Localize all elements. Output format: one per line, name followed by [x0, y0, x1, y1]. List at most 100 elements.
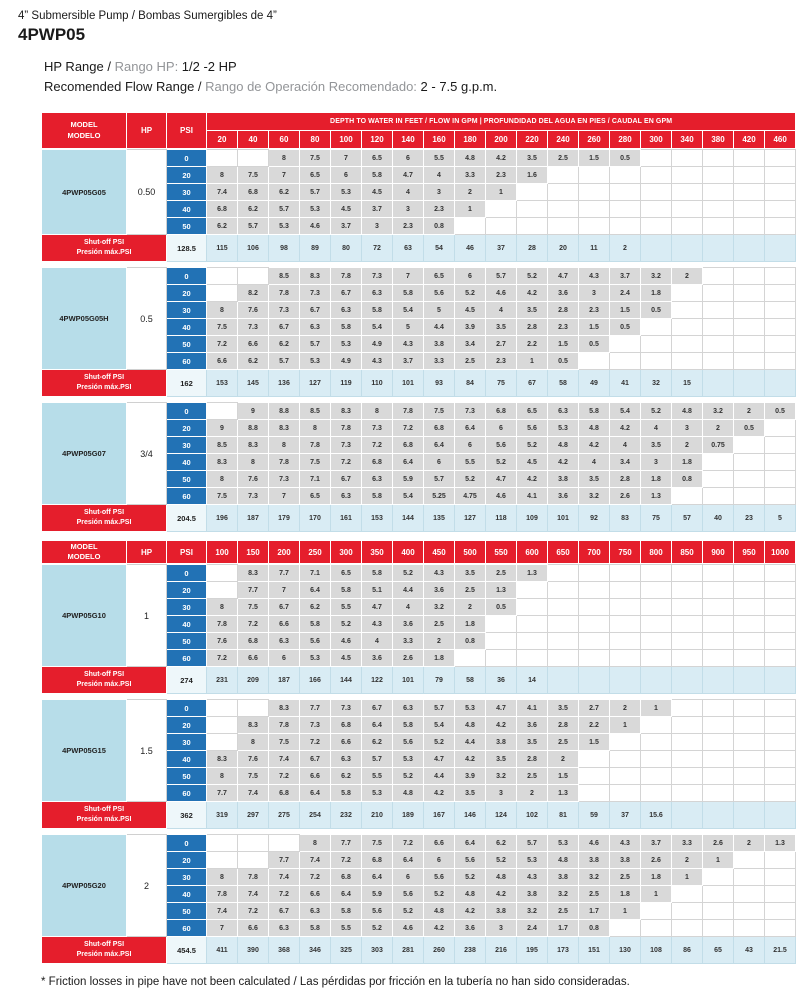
empty-cell [547, 564, 579, 582]
depth-value-cell: 1.5 [547, 335, 579, 353]
depth-value-cell: 5.2 [423, 733, 455, 751]
depth-value-cell: 3 [485, 919, 517, 937]
depth-value-cell: 5.6 [299, 632, 331, 650]
depth-value-cell: 4.8 [578, 419, 610, 437]
shutoff-value-cell: 81 [547, 801, 579, 829]
column-header-cell: 240 [547, 130, 579, 149]
shutoff-value-cell: 153 [206, 369, 238, 397]
depth-value-cell: 5.5 [330, 598, 362, 616]
depth-value-cell: 0.8 [578, 919, 610, 937]
column-header-cell: 150 [237, 540, 269, 564]
depth-value-cell: 2 [423, 632, 455, 650]
column-header-cell: 20 [206, 130, 238, 149]
psi-cell: 20 [166, 851, 207, 869]
empty-cell [609, 581, 641, 599]
shutoff-value-cell [733, 801, 765, 829]
depth-value-cell: 5.3 [299, 649, 331, 667]
depth-value-cell: 5.3 [392, 750, 424, 768]
depth-value-cell: 8 [206, 470, 238, 488]
shutoff-value-cell [764, 234, 796, 262]
depth-value-cell: 6 [330, 166, 362, 184]
depth-value-cell: 3.5 [516, 301, 548, 319]
depth-value-cell: 1 [702, 851, 734, 869]
column-header-cell: 800 [640, 540, 672, 564]
shutoff-psi-cell: 274 [166, 666, 207, 694]
depth-value-cell: 6.3 [361, 284, 393, 302]
empty-cell [733, 436, 765, 454]
depth-value-cell: 1.3 [516, 564, 548, 582]
empty-cell [702, 318, 734, 336]
depth-value-cell: 5.8 [299, 919, 331, 937]
depth-value-cell: 7 [268, 166, 300, 184]
range-info: HP Range / Rango HP: 1/2 -2 HP Recomende… [44, 57, 800, 96]
depth-value-cell: 2.3 [578, 301, 610, 319]
shutoff-value-cell: 46 [454, 234, 486, 262]
label-line-1: Shut-off PSI [83, 805, 125, 813]
depth-value-cell: 4.8 [547, 436, 579, 454]
shutoff-value-cell [547, 666, 579, 694]
psi-cell: 0 [166, 402, 207, 420]
depth-value-cell: 7.6 [237, 470, 269, 488]
depth-value-cell: 4 [423, 166, 455, 184]
empty-cell [640, 335, 672, 353]
empty-cell [516, 598, 548, 616]
empty-cell [640, 902, 672, 920]
shutoff-value-cell: 167 [423, 801, 455, 829]
empty-cell [764, 649, 796, 667]
flow-range-line: Recomended Flow Range / Rango de Operaci… [44, 77, 800, 97]
empty-cell [640, 649, 672, 667]
hp-range-value: 1/2 -2 HP [178, 59, 237, 74]
empty-cell [516, 200, 548, 218]
column-header-cell: 200 [268, 540, 300, 564]
empty-cell [640, 149, 672, 167]
depth-value-cell: 7.2 [237, 615, 269, 633]
depth-value-cell: 7.8 [330, 419, 362, 437]
model-column-header: MODEL MODELO [41, 540, 127, 564]
shutoff-label: Shut-off PSI Presión máx.PSI [41, 369, 167, 397]
depth-value-cell: 2.5 [609, 868, 641, 886]
model-cell: 4PWP05G05 [41, 149, 127, 235]
shutoff-value-cell: 20 [547, 234, 579, 262]
model-table-4PWP05G10: 4PWP05G10 1 0 8.3 7.7 7.1 6.5 5.8 5.2 4.3 3.5 2.5 1.… [41, 564, 796, 694]
depth-value-cell: 4.4 [423, 318, 455, 336]
empty-cell [547, 615, 579, 633]
depth-value-cell: 6.2 [206, 217, 238, 235]
empty-cell [764, 902, 796, 920]
depth-value-cell: 7.4 [206, 902, 238, 920]
shutoff-label: Shut-off PSI Presión máx.PSI [41, 666, 167, 694]
depth-value-cell: 5.6 [423, 284, 455, 302]
depth-value-cell: 3.8 [516, 885, 548, 903]
depth-value-cell: 2 [671, 851, 703, 869]
depth-value-cell: 1.7 [547, 919, 579, 937]
depth-value-cell: 5.2 [392, 564, 424, 582]
depth-value-cell: 7.3 [268, 301, 300, 319]
depth-value-cell: 6 [392, 868, 424, 886]
depth-value-cell: 8 [206, 301, 238, 319]
empty-cell [485, 200, 517, 218]
empty-cell [702, 149, 734, 167]
label-line-1: Shut-off PSI [83, 508, 125, 516]
empty-cell [640, 615, 672, 633]
shutoff-value-cell: 187 [237, 504, 269, 532]
shutoff-value-cell [702, 369, 734, 397]
depth-value-cell: 4 [361, 632, 393, 650]
empty-cell [640, 632, 672, 650]
depth-value-cell: 2 [516, 784, 548, 802]
depth-value-cell: 4.6 [299, 217, 331, 235]
empty-cell [764, 200, 796, 218]
shutoff-value-cell [671, 801, 703, 829]
empty-cell [578, 217, 610, 235]
empty-cell [547, 581, 579, 599]
empty-cell [764, 487, 796, 505]
empty-cell [733, 217, 765, 235]
empty-cell [733, 149, 765, 167]
empty-cell [671, 767, 703, 785]
depth-value-cell: 3.4 [454, 335, 486, 353]
depth-value-cell: 6.4 [454, 419, 486, 437]
shutoff-label: Shut-off PSI Presión máx.PSI [41, 504, 167, 532]
depth-value-cell: 1.8 [640, 470, 672, 488]
depth-value-cell: 2.7 [485, 335, 517, 353]
depth-value-cell: 4.2 [485, 716, 517, 734]
depth-value-cell: 7.4 [268, 750, 300, 768]
depth-value-cell: 1.8 [609, 885, 641, 903]
